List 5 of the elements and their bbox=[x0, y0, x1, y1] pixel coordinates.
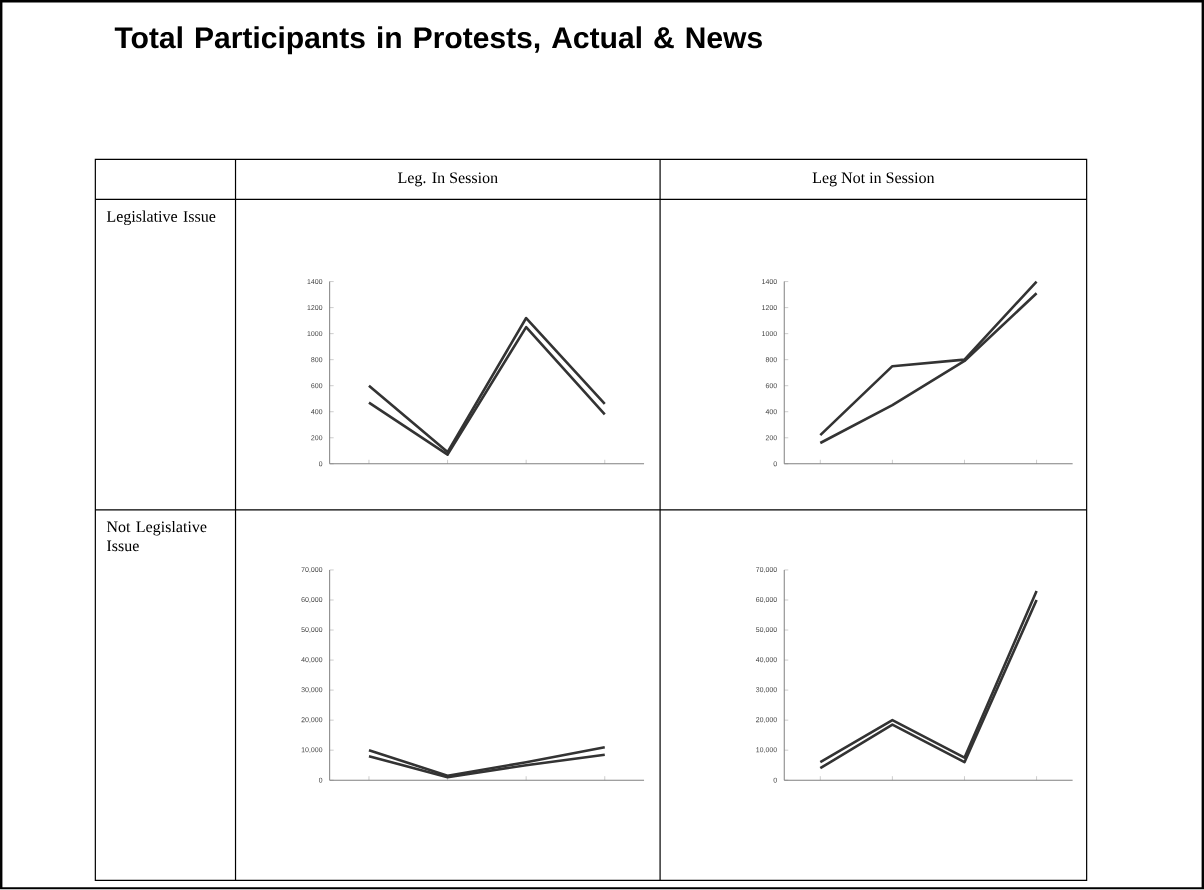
text: Leg Not in Session bbox=[812, 172, 935, 187]
text: Leg. In Session bbox=[397, 172, 498, 187]
text: Not Legislative Issue bbox=[106, 521, 207, 552]
text: Legislative Issue bbox=[106, 210, 216, 226]
text: Total Participants in Protests, Actual & News bbox=[114, 26, 762, 55]
